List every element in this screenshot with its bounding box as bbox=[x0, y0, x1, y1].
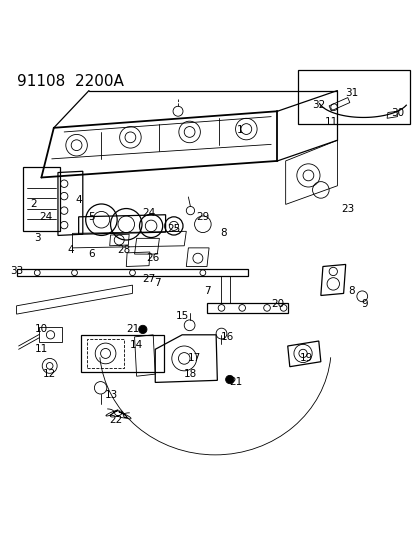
Text: 2: 2 bbox=[30, 199, 36, 209]
Text: 10: 10 bbox=[35, 324, 48, 334]
Text: 11: 11 bbox=[324, 117, 337, 127]
Bar bbox=[39, 327, 62, 342]
Circle shape bbox=[138, 325, 147, 334]
Text: 24: 24 bbox=[142, 208, 155, 217]
Text: 30: 30 bbox=[390, 108, 403, 118]
Text: 9: 9 bbox=[360, 299, 367, 309]
Text: 7: 7 bbox=[203, 286, 210, 296]
Text: 25: 25 bbox=[167, 224, 180, 234]
Text: 18: 18 bbox=[183, 369, 197, 379]
Text: 16: 16 bbox=[221, 332, 234, 342]
Text: 14: 14 bbox=[130, 340, 143, 350]
Circle shape bbox=[225, 375, 233, 384]
Text: 31: 31 bbox=[344, 87, 358, 98]
Text: 15: 15 bbox=[175, 311, 188, 321]
Text: 8: 8 bbox=[348, 286, 354, 296]
Text: 4: 4 bbox=[67, 245, 74, 255]
Text: 7: 7 bbox=[154, 278, 160, 288]
Bar bbox=[23, 167, 60, 231]
Text: 32: 32 bbox=[311, 100, 325, 110]
Text: 27: 27 bbox=[142, 274, 155, 284]
Bar bbox=[17, 269, 248, 277]
Bar bbox=[87, 339, 124, 368]
Text: 21: 21 bbox=[229, 377, 242, 387]
Text: 21: 21 bbox=[126, 324, 139, 334]
Text: 8: 8 bbox=[220, 228, 226, 238]
Text: 26: 26 bbox=[146, 253, 159, 263]
Bar bbox=[297, 70, 409, 124]
Text: 13: 13 bbox=[105, 390, 118, 400]
Text: 24: 24 bbox=[39, 212, 52, 222]
Text: 29: 29 bbox=[196, 212, 209, 222]
Text: 19: 19 bbox=[299, 353, 312, 362]
Bar bbox=[81, 335, 163, 372]
Text: 5: 5 bbox=[88, 212, 94, 222]
Text: 91108  2200A: 91108 2200A bbox=[17, 74, 123, 89]
Text: 1: 1 bbox=[236, 125, 243, 135]
Text: 22: 22 bbox=[109, 415, 122, 425]
Text: 11: 11 bbox=[35, 344, 48, 354]
Text: 6: 6 bbox=[88, 249, 94, 259]
Text: 4: 4 bbox=[75, 195, 82, 205]
Text: 23: 23 bbox=[340, 204, 354, 214]
Text: 12: 12 bbox=[43, 369, 56, 379]
Text: 20: 20 bbox=[270, 299, 283, 309]
Bar bbox=[206, 303, 287, 313]
Text: 17: 17 bbox=[188, 353, 201, 362]
Text: 3: 3 bbox=[34, 232, 40, 243]
Text: 33: 33 bbox=[10, 265, 23, 276]
Text: 28: 28 bbox=[117, 245, 131, 255]
